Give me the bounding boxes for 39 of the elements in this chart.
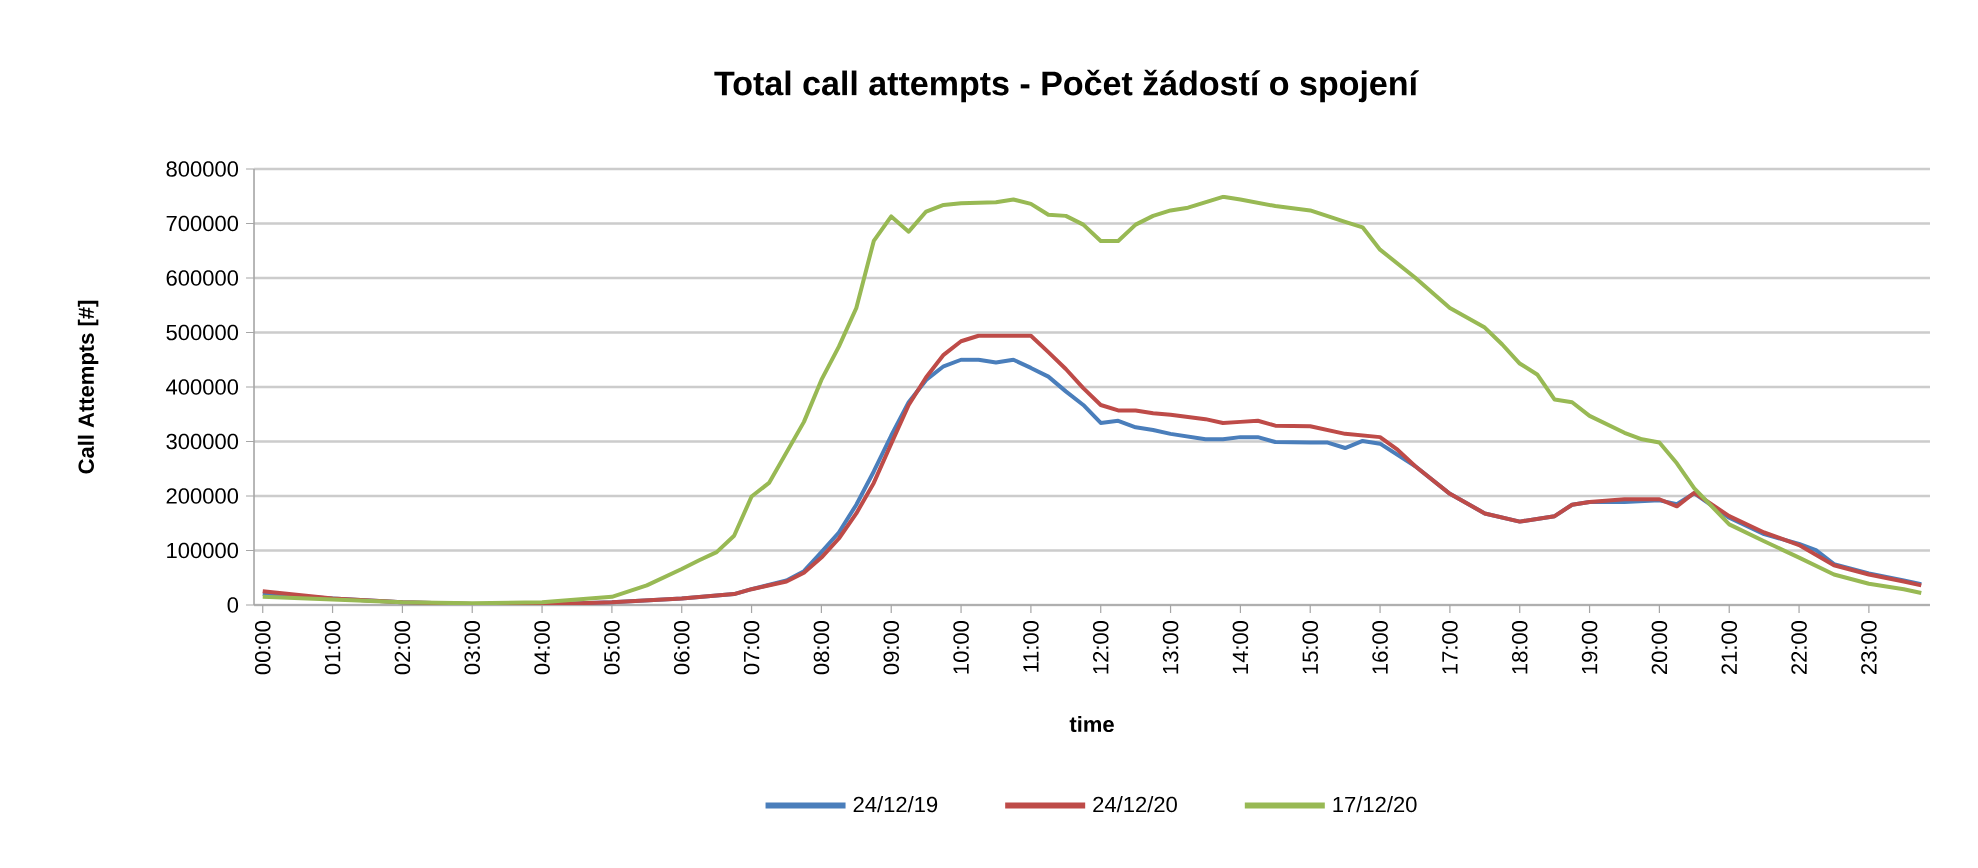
x-tick-label: 04:00 <box>534 620 550 675</box>
x-tick-label: 09:00 <box>883 620 900 675</box>
x-tick-label: 22:00 <box>1791 620 1807 675</box>
x-tick-label: 11:00 <box>1023 620 1039 672</box>
legend-label: 24/12/19 <box>853 796 938 813</box>
x-tick-label: 00:00 <box>254 620 271 675</box>
x-tick-label: 05:00 <box>604 620 620 675</box>
x-tick-label: 06:00 <box>673 620 690 675</box>
y-tick-label: 500000 <box>166 324 239 341</box>
legend-label: 17/12/20 <box>1333 796 1417 813</box>
legend-label: 24/12/20 <box>1093 796 1177 813</box>
y-tick-label: 600000 <box>166 270 239 286</box>
y-tick-label: 300000 <box>166 433 239 450</box>
x-tick-label: 03:00 <box>464 620 481 675</box>
y-tick-label: 100000 <box>167 542 239 559</box>
x-tick-label: 01:00 <box>324 620 341 675</box>
x-tick-label: 20:00 <box>1651 620 1668 675</box>
x-tick-label: 10:00 <box>953 620 969 674</box>
x-tick-label: 21:00 <box>1721 620 1738 675</box>
x-tick-label: 23:00 <box>1861 620 1877 675</box>
x-tick-label: 16:00 <box>1372 620 1388 674</box>
x-tick-label: 15:00 <box>1302 620 1319 674</box>
x-tick-label: 12:00 <box>1092 620 1109 674</box>
x-tick-label: 07:00 <box>743 620 760 675</box>
y-tick-label: 400000 <box>166 379 239 395</box>
y-tick-label: 700000 <box>166 215 239 232</box>
y-tick-label: 200000 <box>166 488 239 504</box>
x-tick-label: 14:00 <box>1232 620 1249 674</box>
x-tick-label: 18:00 <box>1511 620 1528 674</box>
chart-title: Total call attempts - Počet žádostí o spojení <box>714 69 1419 103</box>
x-tick-label: 17:00 <box>1442 620 1458 674</box>
x-axis-title: time <box>1069 715 1114 733</box>
y-tick-label: 800000 <box>166 161 239 177</box>
x-tick-label: 02:00 <box>394 620 411 675</box>
y-tick-label: 0 <box>227 597 239 613</box>
y-axis-title: Call Attempts [#] <box>77 300 99 474</box>
x-tick-label: 08:00 <box>813 620 830 675</box>
x-tick-label: 13:00 <box>1162 620 1179 674</box>
x-tick-label: 19:00 <box>1581 620 1598 674</box>
